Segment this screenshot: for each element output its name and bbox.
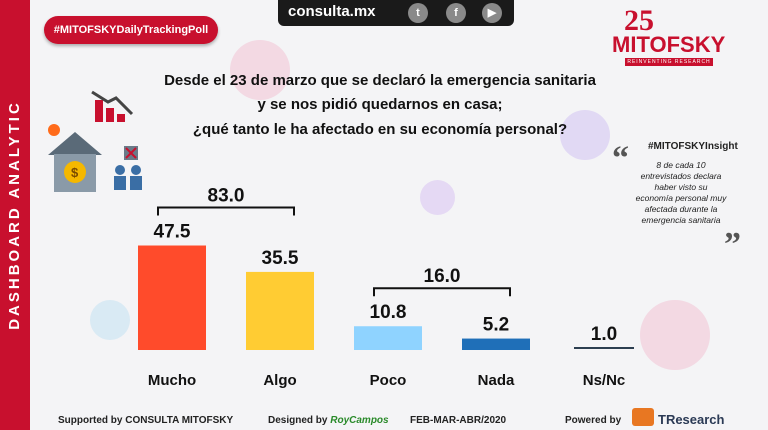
question-line-2: y se nos pidió quedarnos en casa; — [257, 96, 503, 113]
period: FEB-MAR-ABR/2020 — [410, 415, 507, 426]
group-bracket — [157, 206, 295, 216]
value-label: 47.5 — [154, 222, 191, 243]
open-quote-icon: “ — [612, 140, 629, 177]
top-bar: consulta.mx t f ▶ — [278, 0, 514, 26]
insight-text: 8 de cada 10 entrevistados declara haber… — [635, 160, 727, 225]
designed-label: Designed by — [268, 415, 328, 426]
svg-text:$: $ — [71, 165, 79, 180]
question-line-3: ¿qué tanto le ha afectado en su economía… — [192, 121, 568, 138]
site-link[interactable]: consulta.mx — [288, 3, 376, 20]
economy-illustration: $ — [48, 90, 142, 192]
question-line-1: Desde el 23 de marzo que se declaró la e… — [164, 72, 596, 89]
facebook-icon[interactable]: f — [446, 3, 466, 23]
logo-name: MITOFSKY — [612, 32, 726, 57]
category-label: Nada — [478, 372, 515, 389]
powered-by: Powered by — [565, 415, 622, 426]
insight-title: #MITOFSKYInsight — [648, 141, 738, 152]
virus-decoration — [230, 40, 290, 100]
bar-nada — [462, 338, 530, 350]
value-label: 5.2 — [483, 315, 509, 336]
virus-decoration — [560, 110, 610, 160]
category-label: Algo — [263, 372, 296, 389]
designer-name: RoyCampos — [330, 415, 389, 426]
dashboard-side-band: DASHBOARD ANALYTIC — [0, 0, 30, 430]
close-quote-icon: ” — [724, 226, 741, 263]
bar-poco — [354, 326, 422, 350]
youtube-icon[interactable]: ▶ — [482, 3, 502, 23]
virus-decoration — [640, 300, 710, 370]
category-label: Mucho — [148, 372, 196, 389]
unemployed-people-icon — [114, 146, 142, 190]
designed-by: Designed by RoyCampos — [268, 415, 389, 426]
virus-decoration — [420, 180, 455, 215]
bar-mucho — [138, 245, 206, 350]
tresearch-logo-icon — [632, 408, 654, 426]
house-coin-icon: $ — [48, 124, 102, 192]
virus-decoration — [90, 300, 130, 340]
category-label: Ns/Nc — [583, 372, 626, 389]
bar-algo — [246, 271, 314, 350]
logo-tagline: REINVENTING RESEARCH — [625, 58, 713, 66]
falling-chart-icon — [91, 90, 134, 122]
twitter-icon[interactable]: t — [408, 3, 428, 23]
supported-by: Supported by CONSULTA MITOFSKY — [58, 415, 234, 426]
hashtag-badge: #MITOFSKYDailyTrackingPoll — [44, 16, 218, 44]
group-total-label: 83.0 — [208, 186, 245, 207]
value-label: 35.5 — [262, 248, 299, 269]
category-label: Poco — [370, 372, 407, 389]
group-bracket — [373, 287, 511, 297]
group-total-label: 16.0 — [424, 266, 461, 287]
logo-number: 25 — [624, 4, 654, 37]
value-label: 10.8 — [370, 302, 407, 323]
brand-name: TResearch — [658, 412, 725, 427]
value-label: 1.0 — [591, 324, 617, 345]
